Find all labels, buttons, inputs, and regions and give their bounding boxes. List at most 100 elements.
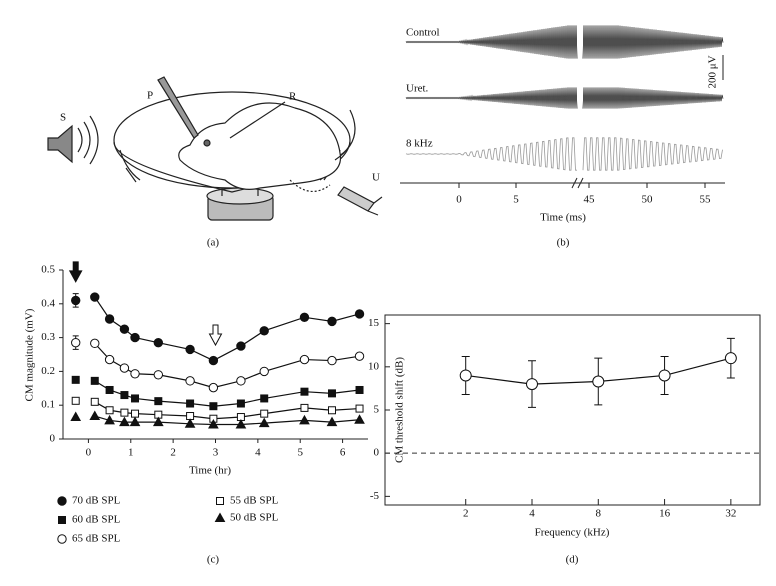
marker	[300, 387, 309, 396]
waveform	[405, 25, 724, 59]
y-tick-label: 10	[368, 360, 380, 372]
marker	[327, 389, 336, 398]
marker	[459, 369, 472, 382]
marker	[208, 355, 219, 366]
marker	[131, 409, 140, 418]
marker	[153, 337, 164, 348]
marker	[355, 385, 364, 394]
x-tick-label: 50	[642, 194, 654, 206]
series-line	[94, 296, 360, 362]
marker	[326, 416, 338, 427]
x-tick-label: 2	[463, 508, 469, 520]
marker	[104, 354, 115, 365]
legend-marker	[57, 496, 67, 506]
marker	[209, 402, 218, 411]
ear	[203, 139, 211, 147]
legend-label: 60 dB SPL	[72, 514, 121, 526]
x-tick-label: 3	[213, 447, 219, 459]
marker	[259, 326, 269, 336]
marker	[235, 418, 247, 429]
y-tick-label: 0.5	[41, 264, 55, 276]
trace-label: 8 kHz	[406, 138, 433, 150]
marker	[258, 417, 270, 428]
marker	[105, 406, 114, 415]
waveform	[405, 87, 724, 109]
x-tick-label: 5	[513, 194, 519, 206]
sound-waves	[77, 115, 99, 165]
legend-marker	[214, 512, 226, 522]
marker	[354, 351, 365, 361]
marker	[184, 418, 196, 428]
x-tick-label: 6	[340, 447, 346, 459]
electrode-wire	[229, 101, 286, 139]
marker	[208, 418, 219, 429]
axis-break	[571, 177, 584, 189]
y-tick-label: -5	[370, 490, 380, 502]
marker	[236, 341, 246, 351]
marker	[327, 406, 336, 415]
legend-marker	[216, 497, 224, 505]
marker	[120, 408, 129, 417]
legend-label: 65 dB SPL	[72, 533, 121, 545]
y-tick-label: 0.4	[41, 297, 55, 309]
marker	[130, 369, 140, 379]
axis-label: Time (hr)	[189, 465, 231, 477]
panel-label: (c)	[207, 554, 220, 566]
series-line	[94, 342, 360, 389]
marker	[119, 324, 130, 334]
legend-label: 55 dB SPL	[230, 495, 279, 507]
marker	[208, 382, 219, 393]
marker	[658, 369, 671, 382]
marker	[131, 394, 140, 403]
marker	[236, 399, 245, 408]
marker	[71, 375, 80, 384]
marker	[71, 337, 81, 348]
marker	[259, 366, 269, 377]
marker	[299, 312, 310, 323]
y-tick-label: 15	[368, 317, 380, 329]
marker	[130, 332, 140, 343]
electrode-label: R	[289, 91, 297, 103]
x-tick-label: 0	[86, 447, 92, 459]
x-tick-label: 5	[297, 447, 303, 459]
legend-label: 70 dB SPL	[72, 495, 121, 507]
marker	[525, 378, 538, 391]
marker	[327, 316, 337, 327]
illustration	[47, 76, 383, 221]
marker	[592, 375, 605, 388]
legend-label: 50 dB SPL	[230, 512, 279, 524]
x-tick-label: 32	[725, 508, 736, 520]
marker	[154, 397, 163, 406]
marker	[354, 309, 365, 319]
marker	[185, 344, 195, 355]
x-tick-label: 8	[596, 508, 602, 520]
marker	[129, 416, 141, 427]
marker	[299, 414, 310, 425]
marker	[153, 370, 164, 380]
marker	[104, 414, 115, 425]
marker	[299, 354, 310, 365]
marker	[90, 376, 99, 385]
marker	[90, 292, 100, 302]
x-tick-label: 4	[529, 508, 535, 520]
y-tick-label: 0.2	[41, 365, 55, 377]
marker	[724, 352, 737, 365]
x-tick-label: 45	[584, 194, 596, 206]
y-tick-label: 5	[374, 404, 380, 416]
syringe-body	[337, 186, 383, 216]
marker	[120, 391, 129, 400]
axis-label: CM magnitude (mV)	[24, 308, 36, 401]
plot-frame	[384, 314, 761, 506]
motion-lines	[119, 149, 341, 183]
urethane-path	[289, 179, 331, 192]
marker	[355, 404, 364, 413]
arrow	[68, 261, 83, 283]
waveforms	[405, 25, 724, 171]
arrow	[208, 324, 223, 347]
marker	[185, 376, 195, 386]
x-tick-label: 2	[170, 447, 176, 459]
trace-label: Control	[406, 27, 440, 39]
trace-label: Uret.	[406, 83, 429, 95]
tail	[334, 109, 356, 161]
marker	[186, 399, 195, 408]
